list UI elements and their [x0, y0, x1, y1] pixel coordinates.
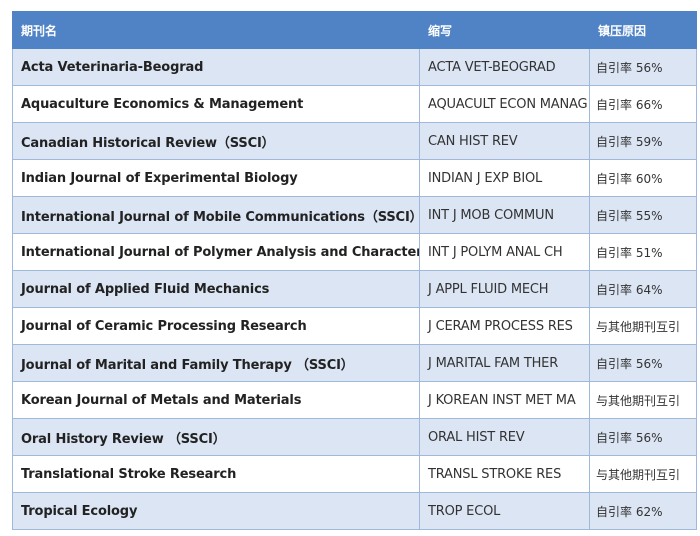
- journal-name-cell: Journal of Ceramic Processing Research: [12, 307, 420, 345]
- table-row: Indian Journal of Experimental Biology I…: [12, 159, 697, 197]
- abbreviation-cell: J APPL FLUID MECH: [419, 270, 590, 308]
- table-row: Journal of Applied Fluid Mechanics J APP…: [12, 270, 697, 308]
- journal-name-cell: Indian Journal of Experimental Biology: [12, 159, 420, 197]
- journal-name-cell: Translational Stroke Research: [12, 455, 420, 493]
- reason-cell: 自引率 56%: [589, 48, 697, 86]
- reason-cell: 与其他期刊互引: [589, 455, 697, 493]
- table-row: Translational Stroke Research TRANSL STR…: [12, 455, 697, 493]
- table-row: Journal of Ceramic Processing Research J…: [12, 307, 697, 345]
- reason-cell: 自引率 66%: [589, 85, 697, 123]
- table-header-row: 期刊名 缩写 镇压原因: [12, 11, 697, 49]
- table-row: Acta Veterinaria-Beograd ACTA VET-BEOGRA…: [12, 48, 697, 86]
- reason-cell: 自引率 59%: [589, 122, 697, 160]
- abbreviation-cell: AQUACULT ECON MANAG: [419, 85, 590, 123]
- abbreviation-cell: TROP ECOL: [419, 492, 590, 530]
- table-row: Tropical Ecology TROP ECOL 自引率 62%: [12, 492, 697, 530]
- reason-cell: 与其他期刊互引: [589, 307, 697, 345]
- header-journal-name: 期刊名: [12, 11, 420, 49]
- journal-name-cell: International Journal of Mobile Communic…: [12, 196, 420, 234]
- abbreviation-cell: J KOREAN INST MET MA: [419, 381, 590, 419]
- reason-cell: 自引率 56%: [589, 418, 697, 456]
- reason-cell: 自引率 64%: [589, 270, 697, 308]
- reason-cell: 自引率 56%: [589, 344, 697, 382]
- table-row: Oral History Review （SSCI） ORAL HIST REV…: [12, 418, 697, 456]
- abbreviation-cell: J MARITAL FAM THER: [419, 344, 590, 382]
- abbreviation-cell: ORAL HIST REV: [419, 418, 590, 456]
- journal-name-cell: Tropical Ecology: [12, 492, 420, 530]
- abbreviation-cell: INT J POLYM ANAL CH: [419, 233, 590, 271]
- table-row: Canadian Historical Review（SSCI） CAN HIS…: [12, 122, 697, 160]
- header-abbreviation: 缩写: [419, 11, 590, 49]
- reason-cell: 自引率 51%: [589, 233, 697, 271]
- table-row: Korean Journal of Metals and Materials J…: [12, 381, 697, 419]
- journal-name-cell: International Journal of Polymer Analysi…: [12, 233, 420, 271]
- journal-name-cell: Korean Journal of Metals and Materials: [12, 381, 420, 419]
- journal-table: 期刊名 缩写 镇压原因 Acta Veterinaria-Beograd ACT…: [12, 11, 697, 530]
- journal-name-cell: Oral History Review （SSCI）: [12, 418, 420, 456]
- reason-cell: 自引率 60%: [589, 159, 697, 197]
- abbreviation-cell: ACTA VET-BEOGRAD: [419, 48, 590, 86]
- header-reason: 镇压原因: [589, 11, 697, 49]
- journal-name-cell: Journal of Applied Fluid Mechanics: [12, 270, 420, 308]
- abbreviation-cell: J CERAM PROCESS RES: [419, 307, 590, 345]
- journal-name-cell: Aquaculture Economics & Management: [12, 85, 420, 123]
- journal-name-cell: Canadian Historical Review（SSCI）: [12, 122, 420, 160]
- abbreviation-cell: INDIAN J EXP BIOL: [419, 159, 590, 197]
- table-row: Journal of Marital and Family Therapy （S…: [12, 344, 697, 382]
- journal-name-cell: Acta Veterinaria-Beograd: [12, 48, 420, 86]
- reason-cell: 自引率 62%: [589, 492, 697, 530]
- abbreviation-cell: INT J MOB COMMUN: [419, 196, 590, 234]
- journal-name-cell: Journal of Marital and Family Therapy （S…: [12, 344, 420, 382]
- table-row: Aquaculture Economics & Management AQUAC…: [12, 85, 697, 123]
- abbreviation-cell: TRANSL STROKE RES: [419, 455, 590, 493]
- reason-cell: 与其他期刊互引: [589, 381, 697, 419]
- reason-cell: 自引率 55%: [589, 196, 697, 234]
- table-row: International Journal of Mobile Communic…: [12, 196, 697, 234]
- table-row: International Journal of Polymer Analysi…: [12, 233, 697, 271]
- abbreviation-cell: CAN HIST REV: [419, 122, 590, 160]
